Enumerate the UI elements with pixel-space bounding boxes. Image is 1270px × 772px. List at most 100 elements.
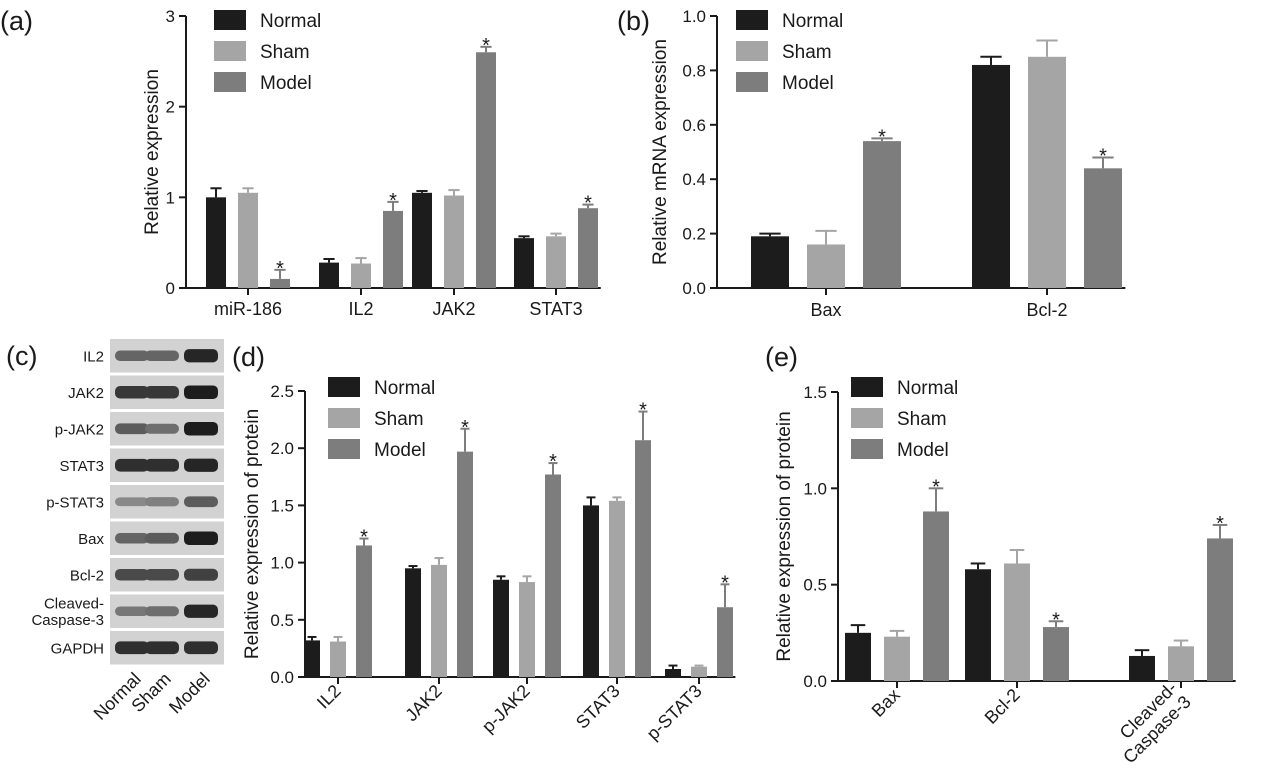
panel-label: (d) xyxy=(232,342,265,372)
panel-label: (a) xyxy=(0,6,33,36)
blot-band xyxy=(145,532,179,544)
bar xyxy=(1004,563,1030,681)
legend-entry: Normal xyxy=(260,11,321,32)
bar xyxy=(807,244,845,288)
blot-row-label-line: Cleaved- xyxy=(44,596,104,613)
legend-swatch xyxy=(851,439,883,459)
y-tick-label: 1.0 xyxy=(270,554,294,573)
bar xyxy=(665,668,681,677)
y-tick-label: 1 xyxy=(166,188,175,207)
y-tick-label: 2 xyxy=(166,98,175,117)
bar xyxy=(356,545,372,677)
y-tick-label: 2.5 xyxy=(270,382,294,401)
blot-row-label: Bax xyxy=(78,531,104,548)
legend-entry: Normal xyxy=(374,378,435,399)
blot-band xyxy=(115,533,149,544)
legend-entry: Model xyxy=(782,73,834,94)
y-tick-label: 0.2 xyxy=(682,225,706,244)
chart-panel-0: (a) 0 1 2 3 Relative expression * miR-186 * IL2 * J… xyxy=(0,6,601,319)
blot-band xyxy=(115,568,149,581)
blot-band xyxy=(115,641,149,655)
blot-band xyxy=(145,423,179,434)
x-tick-label: Bax xyxy=(810,300,841,320)
bar xyxy=(583,505,599,677)
significance-star: * xyxy=(932,476,940,498)
blot-lane-label: Model xyxy=(165,669,214,718)
legend-entry: Sham xyxy=(374,409,424,430)
bar xyxy=(1043,627,1069,681)
blot-band xyxy=(145,458,179,472)
y-tick-label: 0.0 xyxy=(682,279,706,298)
bar xyxy=(1084,168,1122,288)
significance-star: * xyxy=(1216,513,1224,535)
bar xyxy=(545,474,561,677)
significance-star: * xyxy=(482,35,490,57)
y-tick-label: 0 xyxy=(166,279,175,298)
blot-row-label: JAK2 xyxy=(68,385,104,402)
blot-band xyxy=(184,421,218,436)
chart-panel-3: (e) 0.0 0.5 1.0 1.5 Relative expression of pr… xyxy=(765,342,1236,767)
x-tick-label: miR-186 xyxy=(214,299,282,319)
significance-star: * xyxy=(360,527,368,549)
blot-band xyxy=(184,496,218,508)
legend-entry: Sham xyxy=(782,42,832,63)
bar xyxy=(609,500,625,677)
significance-star: * xyxy=(549,451,557,473)
y-tick-label: 0.0 xyxy=(803,672,827,691)
x-tick-label: Cleaved-Caspase-3 xyxy=(1105,678,1195,768)
y-axis-title: Relative expression of protein xyxy=(774,411,795,661)
bar xyxy=(691,666,707,677)
bar xyxy=(635,440,651,677)
x-tick-label: Bax xyxy=(868,685,904,721)
bar xyxy=(444,195,464,288)
legend-swatch xyxy=(214,72,246,92)
blot-band xyxy=(115,458,149,472)
bar xyxy=(1168,646,1194,681)
x-tick-label: STAT3 xyxy=(572,681,624,733)
y-tick-label: 3 xyxy=(166,7,175,26)
bar xyxy=(206,197,226,288)
significance-star: * xyxy=(276,258,284,280)
bar xyxy=(412,192,432,288)
y-tick-label: 1.0 xyxy=(803,479,827,498)
legend-entry: Normal xyxy=(897,378,958,399)
legend-swatch xyxy=(328,377,360,397)
x-tick-label: p-JAK2 xyxy=(478,681,534,737)
western-blot-panel: (c) IL2 JAK2 p-JAK2 STAT3 p-STAT3 Bax Bcl-2 Clea… xyxy=(6,339,224,724)
blot-band xyxy=(115,386,149,399)
y-axis-title: Relative expression of protein xyxy=(242,409,263,659)
blot-band xyxy=(145,350,179,361)
x-tick-label: IL2 xyxy=(348,299,373,319)
bar xyxy=(493,579,509,677)
x-tick-label: Bcl-2 xyxy=(981,685,1024,728)
y-tick-label: 0.6 xyxy=(682,116,706,135)
legend-swatch xyxy=(328,408,360,428)
bar xyxy=(884,636,910,681)
legend-swatch xyxy=(736,10,768,30)
bar xyxy=(476,52,496,289)
significance-star: * xyxy=(584,193,592,215)
significance-star: * xyxy=(1099,145,1107,167)
legend-swatch xyxy=(328,439,360,459)
legend-swatch xyxy=(214,10,246,30)
blot-row-label-line: Caspase-3 xyxy=(31,612,104,629)
bar xyxy=(519,582,535,677)
bar xyxy=(863,141,901,288)
bar xyxy=(457,451,473,677)
y-tick-label: 1.0 xyxy=(682,7,706,26)
panel-label: (b) xyxy=(617,6,650,36)
blot-band xyxy=(145,606,179,617)
significance-star: * xyxy=(389,190,397,212)
legend-entry: Sham xyxy=(260,42,310,63)
bar xyxy=(965,569,991,681)
legend-entry: Model xyxy=(897,440,949,461)
x-tick-label: Bcl-2 xyxy=(1026,300,1067,320)
significance-star: * xyxy=(461,417,469,439)
blot-row-label: p-JAK2 xyxy=(55,421,104,438)
blot-row-label: STAT3 xyxy=(60,458,104,475)
x-tick-label: JAK2 xyxy=(401,681,446,726)
bar xyxy=(304,640,320,677)
bar xyxy=(972,64,1010,289)
panel-label: (e) xyxy=(765,342,798,372)
